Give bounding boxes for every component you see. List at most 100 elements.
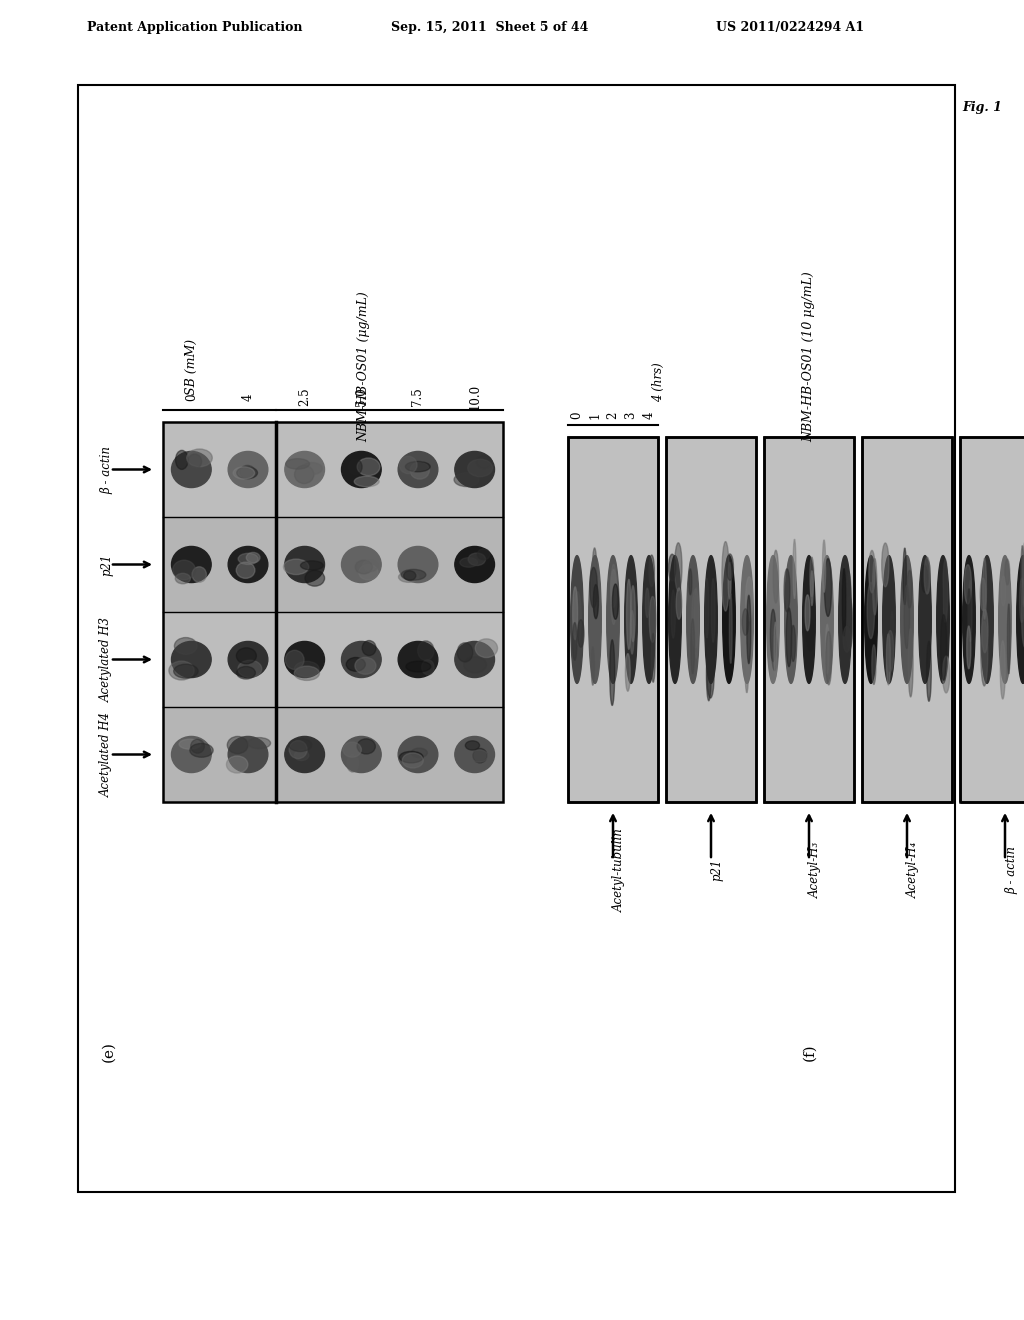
Ellipse shape [1023,543,1024,607]
Text: 0: 0 [185,393,198,401]
Ellipse shape [903,548,906,605]
Bar [666,437,756,803]
Ellipse shape [227,737,248,754]
Ellipse shape [692,589,699,648]
Ellipse shape [455,642,495,677]
Ellipse shape [455,451,495,487]
Ellipse shape [465,741,479,750]
Ellipse shape [593,585,598,619]
Text: 4: 4 [642,412,655,418]
Ellipse shape [938,576,942,620]
Ellipse shape [811,570,813,606]
Ellipse shape [983,558,986,619]
Ellipse shape [572,623,577,660]
Ellipse shape [578,620,584,647]
Ellipse shape [1005,560,1010,585]
Text: 4: 4 [242,393,255,401]
Text: Sep. 15, 2011  Sheet 5 of 44: Sep. 15, 2011 Sheet 5 of 44 [391,21,589,34]
Ellipse shape [412,748,427,758]
Ellipse shape [295,466,314,483]
Ellipse shape [468,459,493,477]
Ellipse shape [171,642,211,677]
Text: 4 (hrs): 4 (hrs) [651,362,665,401]
Ellipse shape [1021,545,1024,605]
Ellipse shape [248,738,270,748]
Ellipse shape [402,752,423,768]
Ellipse shape [669,556,681,684]
Text: 5.0: 5.0 [355,388,368,407]
Ellipse shape [228,642,268,677]
Ellipse shape [742,609,749,635]
Ellipse shape [786,609,792,667]
Ellipse shape [246,552,260,562]
Ellipse shape [237,562,255,578]
Bar [163,422,503,517]
Ellipse shape [589,556,601,684]
Ellipse shape [399,457,417,474]
Ellipse shape [289,741,307,759]
Ellipse shape [473,748,487,763]
Ellipse shape [610,565,616,624]
Ellipse shape [825,624,829,673]
Ellipse shape [354,477,379,487]
Text: NBM-HB-OS01 (μg/mL): NBM-HB-OS01 (μg/mL) [356,292,370,442]
Ellipse shape [572,587,578,640]
Ellipse shape [226,756,248,774]
Text: Acetyl-tubulin: Acetyl-tubulin [613,828,626,912]
Ellipse shape [745,640,749,693]
Ellipse shape [237,648,256,664]
Ellipse shape [625,556,637,684]
Ellipse shape [406,462,430,471]
Bar [163,422,503,803]
Text: NBM-HB-OS01 (10 μg/mL): NBM-HB-OS01 (10 μg/mL) [803,272,815,442]
Ellipse shape [968,589,971,639]
Ellipse shape [907,570,912,609]
Ellipse shape [294,661,319,677]
Ellipse shape [362,560,378,572]
Ellipse shape [1022,583,1024,647]
Ellipse shape [237,667,255,678]
Ellipse shape [982,610,988,652]
Ellipse shape [651,634,655,682]
Ellipse shape [784,556,798,684]
Text: 3: 3 [625,412,638,418]
Text: p21: p21 [100,553,113,576]
Ellipse shape [729,594,732,664]
Ellipse shape [867,582,874,639]
Ellipse shape [1000,640,1006,700]
Ellipse shape [285,546,325,582]
Ellipse shape [722,541,729,611]
Ellipse shape [772,635,777,671]
Ellipse shape [843,626,851,652]
Ellipse shape [458,643,473,661]
Ellipse shape [592,548,597,602]
Ellipse shape [347,755,358,772]
Ellipse shape [355,560,373,574]
Ellipse shape [676,587,682,619]
Ellipse shape [169,661,195,680]
Text: β - actin: β - actin [1005,846,1018,894]
Ellipse shape [794,539,796,598]
Ellipse shape [820,556,834,684]
Text: β - actin: β - actin [100,446,113,494]
Ellipse shape [189,743,213,758]
Ellipse shape [723,556,735,684]
Ellipse shape [341,451,381,487]
Ellipse shape [475,639,498,657]
Ellipse shape [187,454,202,469]
Ellipse shape [1020,578,1024,623]
Ellipse shape [193,566,207,582]
Text: 0: 0 [570,412,584,418]
Ellipse shape [687,556,699,684]
Ellipse shape [922,565,928,593]
Ellipse shape [233,467,255,479]
Ellipse shape [237,467,257,479]
Ellipse shape [689,569,692,595]
Ellipse shape [726,554,733,581]
Ellipse shape [925,557,930,594]
Ellipse shape [398,572,419,582]
Ellipse shape [455,737,495,772]
Text: Fig. 1: Fig. 1 [962,100,1001,114]
Ellipse shape [805,595,810,631]
Ellipse shape [171,451,211,487]
